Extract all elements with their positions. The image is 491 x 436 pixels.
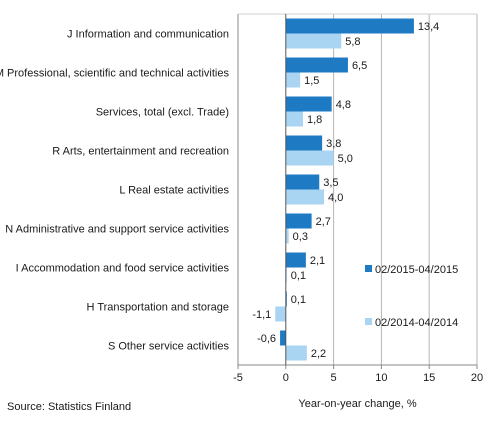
data-label: 2,2 (311, 348, 326, 360)
data-label: 2,7 (316, 216, 331, 228)
bar-2015 (280, 330, 286, 346)
category-label: R Arts, entertainment and recreation (52, 146, 229, 158)
data-label: 4,0 (328, 192, 343, 204)
category-label: M Professional, scientific and technical… (0, 68, 229, 80)
category-label: H Transportation and storage (87, 302, 229, 314)
legend-swatch-2015 (365, 265, 372, 272)
data-label: 0,3 (293, 231, 308, 243)
bar-2014 (285, 150, 334, 166)
bar-2014 (285, 189, 325, 205)
bar-2014 (285, 228, 289, 244)
x-tick-label: 15 (423, 372, 435, 384)
data-label: 1,8 (307, 114, 322, 126)
bar-2015 (285, 252, 306, 268)
bar-2014 (285, 111, 304, 127)
bar-2014 (275, 306, 286, 322)
x-tick-label: 5 (331, 372, 337, 384)
category-label: N Administrative and support service act… (5, 224, 229, 236)
bar-2015 (285, 57, 348, 73)
data-label: 3,8 (326, 138, 341, 150)
data-label: 2,1 (310, 255, 325, 267)
x-tick-label: 20 (471, 372, 483, 384)
category-label: Services, total (excl. Trade) (96, 107, 229, 119)
data-label: 13,4 (418, 21, 439, 33)
bar-2015 (285, 213, 312, 229)
x-axis-title: Year-on-year change, % (298, 398, 416, 410)
source-note: Source: Statistics Finland (7, 401, 132, 413)
data-label: 5,0 (338, 153, 353, 165)
category-label: I Accommodation and food service activit… (16, 263, 230, 275)
data-label: 3,5 (323, 177, 338, 189)
data-label: 0,1 (291, 294, 306, 306)
category-label: J Information and communication (67, 29, 229, 41)
x-tick-label: 10 (375, 372, 387, 384)
bar-2015 (285, 18, 414, 34)
bar-2015 (285, 96, 332, 112)
data-label: 6,5 (352, 60, 367, 72)
legend-label-2015: 02/2015-04/2015 (375, 264, 458, 276)
legend-label-2014: 02/2014-04/2014 (375, 317, 458, 329)
data-label: -0,6 (257, 333, 276, 345)
bar-2015 (285, 135, 323, 151)
data-label: -1,1 (252, 309, 271, 321)
bar-2015 (285, 174, 320, 190)
data-label: 0,1 (291, 270, 306, 282)
bar-2014 (285, 33, 342, 49)
x-tick-label: 0 (283, 372, 289, 384)
data-label: 5,8 (345, 36, 360, 48)
legend-swatch-2014 (365, 318, 372, 325)
bar-2014 (285, 72, 301, 88)
category-label: L Real estate activities (119, 185, 229, 197)
data-label: 1,5 (304, 75, 319, 87)
bar-2014 (285, 345, 307, 361)
x-tick-label: -5 (233, 372, 243, 384)
category-label: S Other service activities (108, 341, 230, 353)
data-label: 4,8 (336, 99, 351, 111)
